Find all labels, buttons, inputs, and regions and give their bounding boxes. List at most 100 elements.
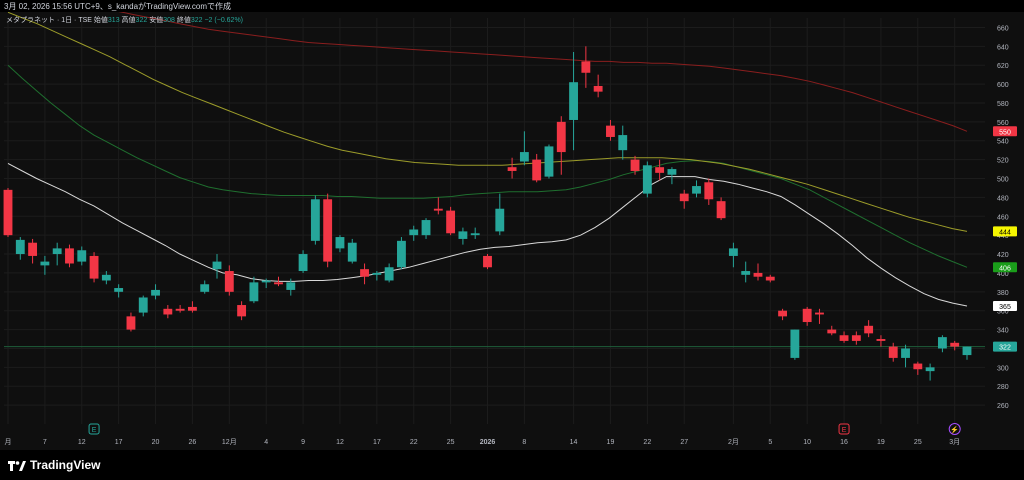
candle-body[interactable] [360, 269, 369, 277]
candle-body[interactable] [495, 208, 505, 232]
candle-body[interactable] [815, 312, 824, 315]
candle-body[interactable] [827, 329, 837, 334]
candle-body[interactable] [200, 284, 210, 292]
candle-body[interactable] [864, 325, 874, 334]
candle-body[interactable] [655, 167, 665, 173]
candle-body[interactable] [839, 335, 849, 341]
candle-body[interactable] [962, 346, 972, 356]
candle-body[interactable] [310, 199, 320, 241]
low-label: 安値 [149, 17, 164, 24]
price-axis-tick: 360 [997, 309, 1009, 316]
candle-body[interactable] [937, 337, 947, 349]
candle-body[interactable] [249, 282, 259, 302]
candle-body[interactable] [384, 267, 394, 281]
candle-body[interactable] [630, 159, 640, 171]
moving-average-line-darkgreen [7, 64, 968, 268]
candle-body[interactable] [716, 201, 726, 219]
candle-body[interactable] [286, 282, 296, 290]
candle-body[interactable] [89, 255, 99, 279]
tradingview-logo[interactable]: TradingView [8, 458, 100, 472]
candle-body[interactable] [187, 306, 197, 311]
candle-body[interactable] [593, 85, 603, 92]
low-value: 308 [163, 17, 175, 24]
price-axis-tick: 560 [997, 120, 1009, 127]
candle-body[interactable] [606, 125, 615, 137]
candle-body[interactable] [298, 254, 308, 272]
brand-name: TradingView [30, 458, 101, 472]
candle-body[interactable] [519, 152, 529, 162]
candle-body[interactable] [77, 250, 87, 262]
candle-body[interactable] [274, 282, 283, 285]
candle-body[interactable] [138, 297, 148, 313]
time-axis-tick: 25 [914, 439, 922, 446]
tradingview-logo-icon [8, 460, 26, 471]
candle-body[interactable] [802, 308, 812, 323]
chart-pane[interactable]: 2602803003203403603804004204404604805005… [0, 0, 1024, 450]
candle-body[interactable] [433, 208, 443, 211]
candle-body[interactable] [65, 248, 74, 264]
candle-body[interactable] [40, 261, 50, 266]
candle-body[interactable] [114, 288, 124, 292]
candle-body[interactable] [642, 165, 652, 194]
candle-body[interactable] [728, 248, 738, 256]
candle-body[interactable] [458, 231, 468, 239]
candle-body[interactable] [470, 233, 480, 236]
candle-body[interactable] [175, 308, 185, 311]
time-axis-tick: 16 [840, 439, 848, 446]
candle-body[interactable] [913, 363, 923, 370]
candle-body[interactable] [335, 237, 345, 249]
candle-body[interactable] [692, 186, 701, 194]
candle-body[interactable] [347, 242, 357, 262]
lightning-event-marker[interactable] [948, 423, 961, 435]
price-badge-label: 550 [999, 129, 1011, 136]
candle-body[interactable] [507, 167, 517, 171]
time-axis-tick: 5 [768, 439, 772, 446]
candle-body[interactable] [397, 240, 406, 268]
candle-body[interactable] [483, 255, 492, 268]
candle-body[interactable] [52, 248, 62, 255]
candle-body[interactable] [151, 289, 160, 296]
candle-body[interactable] [261, 280, 271, 283]
candle-body[interactable] [163, 308, 173, 315]
candle-body[interactable] [778, 310, 788, 317]
price-axis-tick: 480 [997, 195, 1009, 202]
candle-body[interactable] [753, 272, 763, 277]
candle-body[interactable] [323, 199, 333, 262]
candle-body[interactable] [212, 261, 222, 270]
candle-body[interactable] [851, 335, 861, 341]
candle-body[interactable] [581, 61, 591, 73]
earnings-marker[interactable] [838, 423, 850, 435]
candle-body[interactable] [15, 239, 25, 255]
candle-body[interactable] [544, 146, 554, 177]
candle-body[interactable] [126, 316, 136, 330]
time-axis-tick: 12月 [222, 438, 237, 446]
candle-body[interactable] [532, 159, 542, 181]
candle-body[interactable] [237, 305, 247, 317]
candle-body[interactable] [618, 135, 628, 151]
time-axis-tick: 25 [447, 439, 455, 446]
earnings-marker[interactable] [88, 423, 100, 435]
candle-body[interactable] [556, 121, 566, 153]
candle-body[interactable] [372, 272, 382, 275]
candle-body[interactable] [765, 276, 775, 281]
candle-body[interactable] [569, 82, 578, 120]
candle-body[interactable] [704, 182, 714, 200]
candle-body[interactable] [446, 210, 456, 234]
price-axis-tick: 260 [997, 403, 1009, 410]
candle-body[interactable] [790, 329, 800, 358]
candle-body[interactable] [667, 169, 677, 175]
candle-body[interactable] [409, 229, 419, 236]
candle-body[interactable] [901, 348, 910, 358]
candlestick-chart[interactable]: 2602803003203403603804004204404604805005… [0, 0, 1024, 450]
candle-body[interactable] [925, 367, 935, 372]
candle-body[interactable] [679, 193, 689, 202]
candle-body[interactable] [421, 220, 431, 236]
candle-body[interactable] [28, 242, 38, 256]
candle-body[interactable] [888, 346, 898, 358]
candle-body[interactable] [3, 189, 13, 236]
candle-body[interactable] [101, 274, 111, 281]
candle-body[interactable] [876, 339, 886, 341]
candle-body[interactable] [741, 271, 751, 275]
candle-body[interactable] [224, 271, 234, 292]
candle-body[interactable] [950, 342, 960, 347]
